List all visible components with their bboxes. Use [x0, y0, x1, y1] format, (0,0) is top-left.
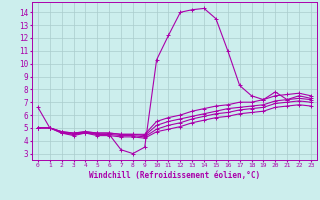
X-axis label: Windchill (Refroidissement éolien,°C): Windchill (Refroidissement éolien,°C) [89, 171, 260, 180]
